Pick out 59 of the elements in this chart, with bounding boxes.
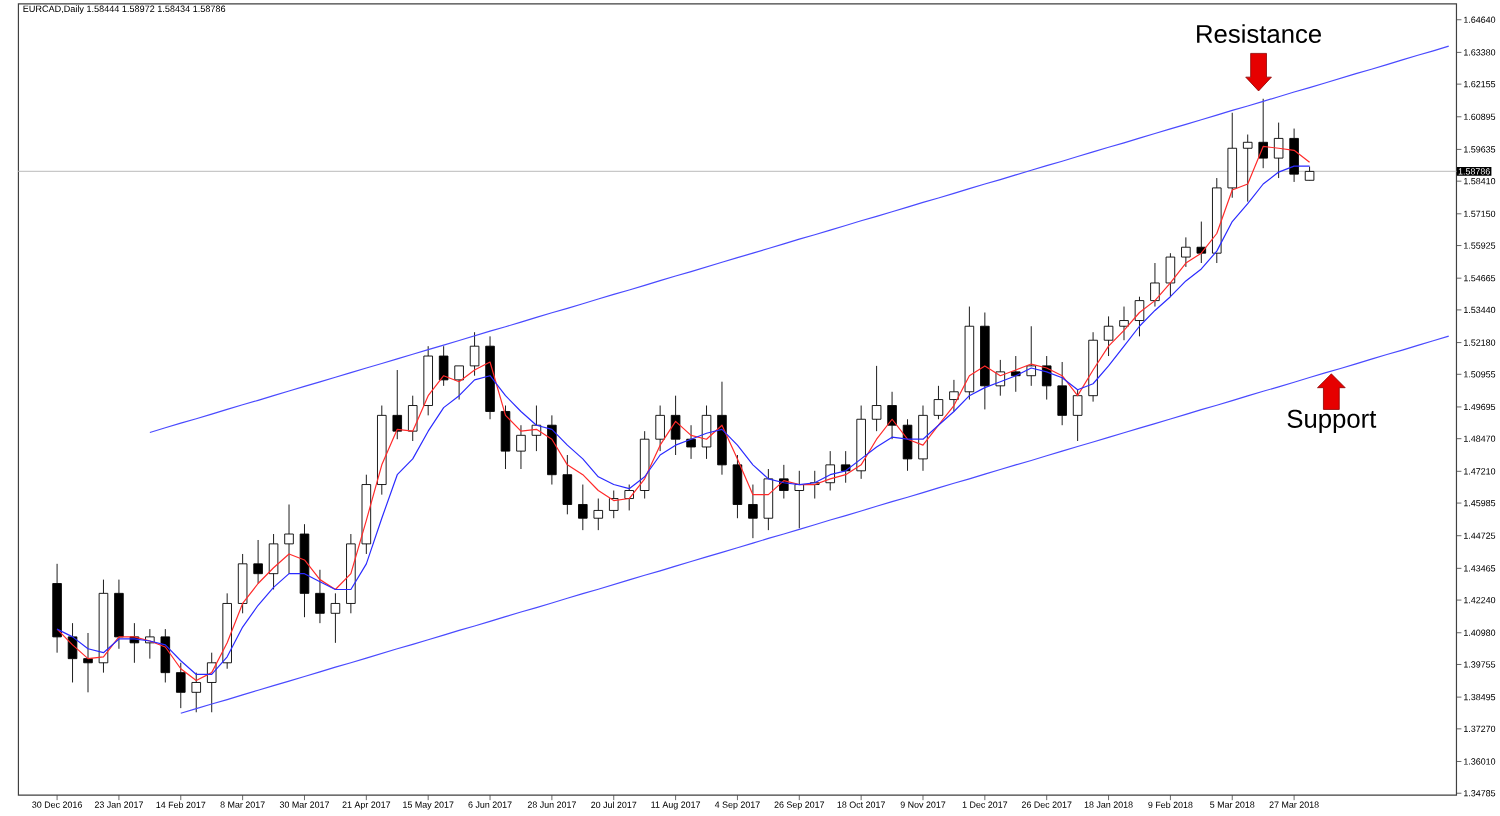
candlestick [330, 592, 341, 643]
candlestick [361, 473, 372, 554]
candlestick [578, 483, 588, 531]
candlestick [1196, 220, 1207, 264]
candlestick [840, 450, 851, 483]
candlestick [547, 414, 557, 485]
candlestick [763, 468, 774, 531]
candlestick [315, 568, 325, 624]
candlestick [1134, 295, 1145, 337]
candlestick [686, 424, 696, 459]
candlestick [299, 523, 310, 618]
candlestick [562, 454, 573, 515]
annotation: Resistance [1197, 23, 1322, 43]
candlestick [1304, 165, 1315, 181]
candlestick [1181, 236, 1191, 267]
candlestick [918, 404, 928, 471]
candlestick [268, 533, 279, 590]
candlestick [1258, 97, 1268, 169]
candlestick [748, 483, 758, 539]
candlestick [717, 380, 727, 475]
candlestick [438, 345, 449, 386]
candlestick [794, 469, 805, 529]
candlestick [1212, 177, 1222, 264]
candlestick [160, 628, 171, 683]
candlestick [949, 378, 959, 412]
candlestick [1057, 361, 1067, 426]
candlestick [1289, 127, 1299, 182]
candlestick [98, 578, 109, 673]
candlestick [485, 335, 495, 420]
candlestick [1088, 331, 1098, 402]
candlestick [1165, 252, 1176, 297]
candlestick [856, 404, 866, 479]
candlestick [377, 404, 387, 495]
candlestick [52, 562, 62, 653]
candlestick [346, 533, 356, 614]
candlestick [964, 305, 975, 400]
candlestick [1242, 133, 1253, 202]
candlestick [593, 497, 604, 531]
candlestick [1119, 305, 1129, 341]
candlestick [871, 364, 882, 432]
candlestick [114, 578, 124, 649]
candlestick [655, 404, 665, 452]
candlestick [608, 489, 619, 519]
candlestick [222, 592, 232, 669]
candlestick [980, 311, 990, 410]
candlestick [83, 632, 93, 693]
candlestick [1273, 121, 1284, 179]
annotation: Support [1287, 409, 1377, 433]
candlestick [1150, 262, 1160, 307]
candlestick [253, 539, 263, 584]
candlestick [516, 424, 526, 469]
candlestick [284, 503, 294, 574]
candlestick [887, 390, 897, 440]
candlestick [639, 430, 650, 499]
candlestick [670, 394, 681, 455]
candlestick [392, 369, 403, 440]
candlestick [407, 394, 418, 441]
candlestick [933, 384, 944, 420]
candlestick [1103, 315, 1114, 357]
